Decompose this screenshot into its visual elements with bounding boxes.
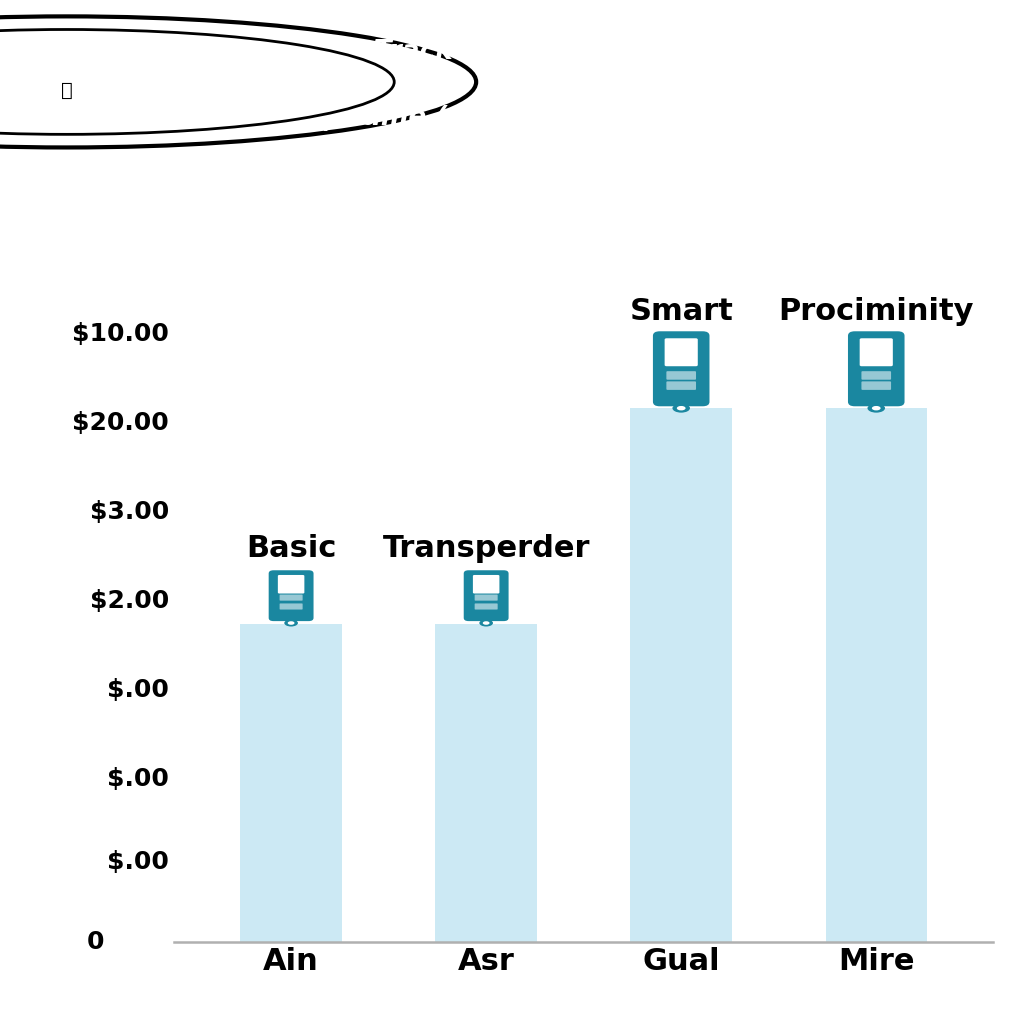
Text: 🚗: 🚗 xyxy=(60,81,73,99)
FancyBboxPatch shape xyxy=(475,603,498,609)
Text: Iderḷ̣ Came (ne: Fst fiky’Model Omaha): Iderḷ̣ Came (ne: Fst fiky’Model Omaha) xyxy=(266,105,840,131)
FancyBboxPatch shape xyxy=(848,332,904,407)
FancyBboxPatch shape xyxy=(475,595,498,601)
Bar xyxy=(241,625,342,942)
Text: Aborrat-Eshy-Tracket’in racing per ris-fixr: łajo, not: Aborrat-Eshy-Tracket’in racing per ris-f… xyxy=(173,40,933,66)
Ellipse shape xyxy=(479,620,493,627)
FancyBboxPatch shape xyxy=(665,338,697,367)
Bar xyxy=(825,409,927,942)
FancyBboxPatch shape xyxy=(473,574,500,594)
Ellipse shape xyxy=(867,403,885,413)
FancyBboxPatch shape xyxy=(278,574,304,594)
Text: Transperder: Transperder xyxy=(382,535,590,563)
Text: 0: 0 xyxy=(86,930,103,954)
FancyBboxPatch shape xyxy=(464,570,509,622)
FancyBboxPatch shape xyxy=(860,338,893,367)
Ellipse shape xyxy=(871,406,881,411)
FancyBboxPatch shape xyxy=(667,381,696,390)
Text: Smart: Smart xyxy=(630,297,733,326)
Ellipse shape xyxy=(288,622,295,625)
FancyBboxPatch shape xyxy=(861,381,891,390)
FancyBboxPatch shape xyxy=(861,371,891,380)
Ellipse shape xyxy=(285,620,298,627)
FancyBboxPatch shape xyxy=(280,603,303,609)
Ellipse shape xyxy=(677,406,686,411)
Bar xyxy=(435,625,537,942)
FancyBboxPatch shape xyxy=(653,332,710,407)
Ellipse shape xyxy=(673,403,690,413)
Text: Basic: Basic xyxy=(246,535,336,563)
Bar xyxy=(631,409,732,942)
Circle shape xyxy=(0,16,476,147)
FancyBboxPatch shape xyxy=(667,371,696,380)
FancyBboxPatch shape xyxy=(280,595,303,601)
FancyBboxPatch shape xyxy=(268,570,313,622)
Text: Prociminity: Prociminity xyxy=(778,297,974,326)
Ellipse shape xyxy=(482,622,489,625)
